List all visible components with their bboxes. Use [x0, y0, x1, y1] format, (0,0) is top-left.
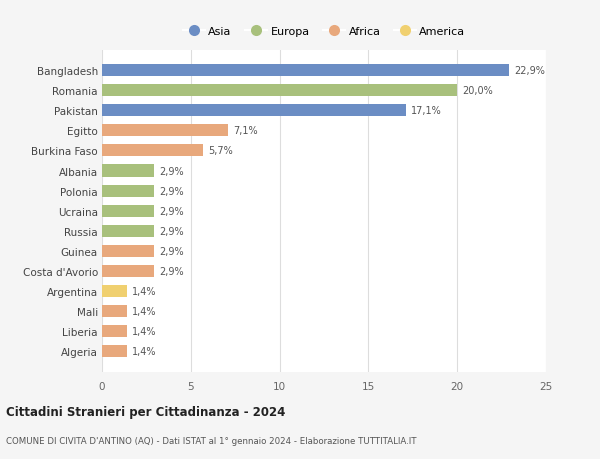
Bar — [102, 65, 509, 77]
Bar — [102, 265, 154, 277]
Text: 5,7%: 5,7% — [209, 146, 233, 156]
Text: 2,9%: 2,9% — [159, 166, 184, 176]
Bar — [102, 205, 154, 217]
Bar — [102, 305, 127, 317]
Bar — [102, 85, 457, 97]
Bar — [102, 345, 127, 357]
Legend: Asia, Europa, Africa, America: Asia, Europa, Africa, America — [179, 24, 469, 40]
Bar — [102, 125, 228, 137]
Text: 2,9%: 2,9% — [159, 206, 184, 216]
Text: 2,9%: 2,9% — [159, 266, 184, 276]
Bar — [102, 285, 127, 297]
Bar — [102, 325, 127, 337]
Text: COMUNE DI CIVITA D'ANTINO (AQ) - Dati ISTAT al 1° gennaio 2024 - Elaborazione TU: COMUNE DI CIVITA D'ANTINO (AQ) - Dati IS… — [6, 436, 416, 445]
Text: 2,9%: 2,9% — [159, 186, 184, 196]
Text: 22,9%: 22,9% — [514, 66, 545, 76]
Text: 1,4%: 1,4% — [132, 306, 157, 316]
Text: 1,4%: 1,4% — [132, 326, 157, 336]
Text: 7,1%: 7,1% — [233, 126, 258, 136]
Bar — [102, 245, 154, 257]
Bar — [102, 105, 406, 117]
Bar — [102, 165, 154, 177]
Text: 1,4%: 1,4% — [132, 346, 157, 356]
Bar — [102, 225, 154, 237]
Text: Cittadini Stranieri per Cittadinanza - 2024: Cittadini Stranieri per Cittadinanza - 2… — [6, 405, 286, 419]
Bar — [102, 145, 203, 157]
Text: 17,1%: 17,1% — [411, 106, 442, 116]
Bar — [102, 185, 154, 197]
Text: 20,0%: 20,0% — [463, 86, 493, 96]
Text: 1,4%: 1,4% — [132, 286, 157, 296]
Text: 2,9%: 2,9% — [159, 226, 184, 236]
Text: 2,9%: 2,9% — [159, 246, 184, 256]
